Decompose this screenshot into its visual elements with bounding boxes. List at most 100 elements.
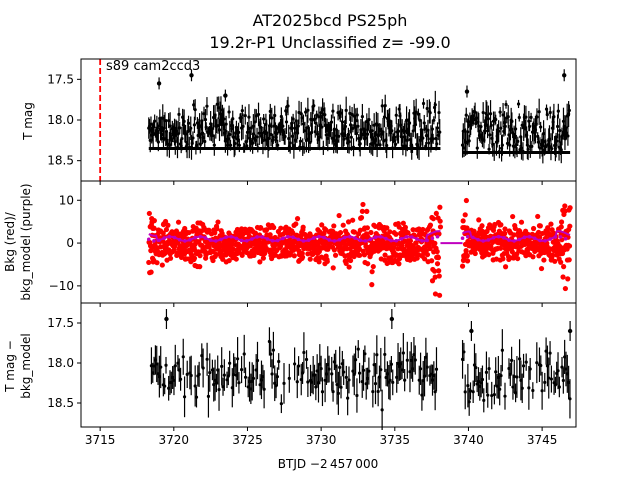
bkg-model-point [152,239,156,243]
x-ticklabel-3: 3730 [306,433,337,447]
top-point [539,125,543,129]
top-point [473,110,477,114]
top-point [504,102,508,107]
bot-point [222,373,226,377]
top-point [421,136,425,140]
bkg-model-point [538,238,542,243]
bot-point [462,350,466,354]
bkg-point [502,264,509,270]
bkg-model-point [378,234,383,239]
bot-point [243,375,248,379]
bkg-point [299,250,305,256]
bkg-point [228,242,235,248]
bot-point [535,361,539,365]
top-point [494,117,498,122]
top-point [286,104,290,108]
bkg-point [410,227,416,233]
bot-point [527,386,531,390]
bot-point [467,400,471,404]
bkg-point [260,255,266,261]
bkg-point [365,261,371,267]
top-point [237,143,241,147]
top-point [517,115,521,120]
bot-point [217,388,221,392]
top-point [474,116,479,120]
bkg-point [215,219,221,225]
bot-point [336,391,340,395]
bkg-point [502,230,508,236]
bot-point [540,389,544,393]
bot-point [208,370,212,375]
bkg-model-point [281,236,285,241]
bkg-point [332,252,339,258]
top-point [257,131,261,135]
top-point [203,139,207,144]
bkg-point [364,208,370,214]
bot-point [347,378,351,382]
top-point [217,106,221,110]
bkg-point [498,222,504,228]
top-point [202,112,206,116]
bot-point [185,372,189,376]
top-point [284,120,289,124]
bkg-point [479,223,485,229]
bkg-point [530,225,537,232]
bot-point [401,351,405,355]
bkg-point [486,252,492,258]
top-outlier-point [464,89,470,94]
bkg-point [258,225,264,231]
top-point [475,146,479,150]
bot-point [413,358,417,362]
top-point [304,110,308,114]
bot-point [363,352,367,356]
top-point [259,125,263,129]
bot-point [361,368,366,372]
top-point [356,124,360,128]
bkg-point [316,248,322,255]
top-point [422,121,426,125]
bkg-point [509,249,515,255]
top-point [365,119,369,124]
top-point [435,142,439,146]
top-point [555,139,559,143]
bkg-point [191,255,198,261]
top-point [355,113,359,117]
x-ticklabel-6: 3745 [527,433,558,447]
top-point [464,113,468,117]
bot-outlier-point [389,316,395,322]
bot-point [181,355,185,359]
x-ticklabel-4: 3735 [380,433,411,447]
top-point [367,117,371,122]
bot-point [164,363,168,367]
bot-point [255,358,260,363]
top-point [153,119,157,123]
bkg-point [541,257,547,263]
top-point [226,137,230,141]
top-point [177,112,181,116]
bot-point [194,395,199,399]
x-ticklabel-1: 3720 [159,433,190,447]
top-point [436,133,440,137]
top-point [380,104,384,108]
top-point [269,132,273,137]
bot-point [484,370,489,375]
top-point [267,124,272,128]
bkg-model-point [415,237,419,241]
top-point [251,124,255,128]
top-point [205,104,209,108]
bkg-model-point [358,238,362,243]
bkg-model-point [353,236,357,240]
bkg-point [518,219,525,225]
bkg-point [433,210,439,217]
top-point [251,141,255,145]
bkg-point [369,269,375,275]
bkg-model-point [203,236,208,240]
bkg-point [369,282,375,288]
bkg-point [331,223,337,229]
bkg-model-point [460,236,465,240]
bkg-point [424,251,431,258]
bot-point [389,362,394,366]
top-point [305,126,309,130]
top-point [344,108,348,112]
bkg-model-point [527,234,532,239]
